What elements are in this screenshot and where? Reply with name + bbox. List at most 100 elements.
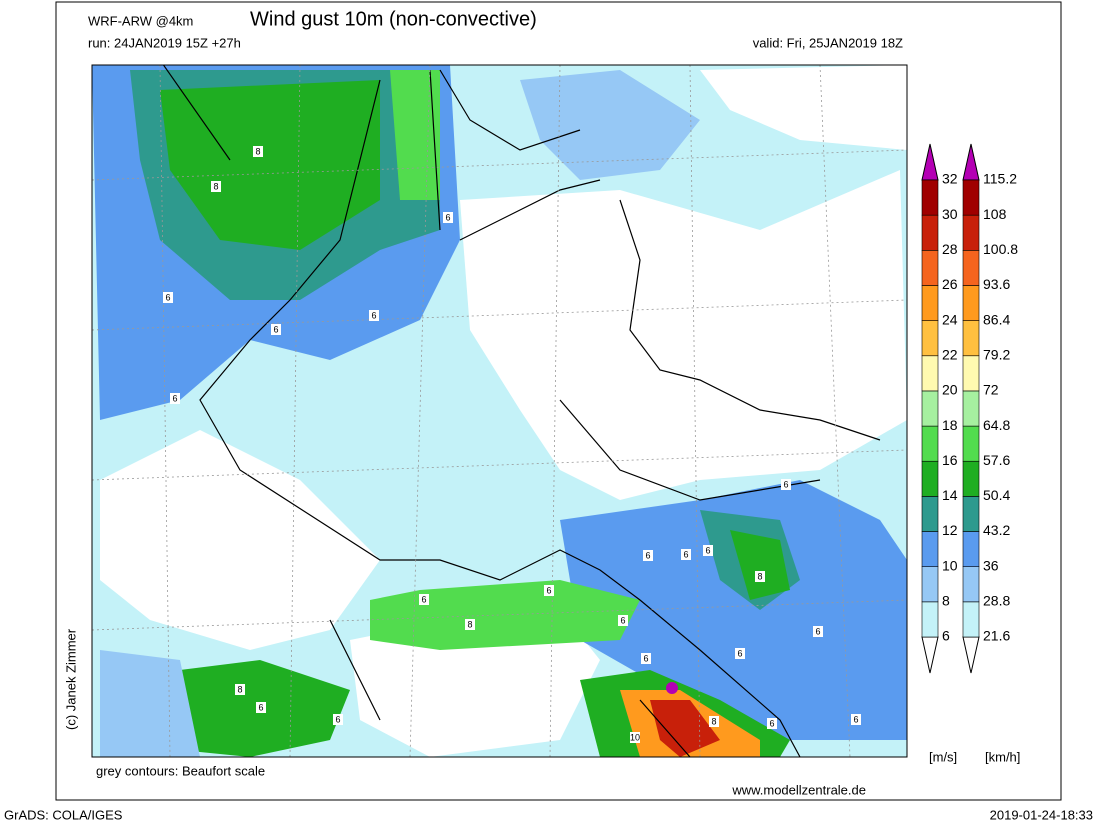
contour-label: 6 <box>273 324 278 334</box>
colorbar-bin <box>921 601 939 638</box>
run-label: run: 24JAN2019 15Z +27h <box>88 35 241 50</box>
contour-label: 6 <box>683 549 688 559</box>
colorbar-label: 12 <box>942 522 958 538</box>
valid-label: valid: Fri, 25JAN2019 18Z <box>753 35 903 50</box>
colorbar-bin <box>921 214 939 251</box>
contour-label-box <box>170 393 180 404</box>
contour-label-box <box>767 718 777 729</box>
colorbar-bin <box>921 355 939 392</box>
contour-label: 6 <box>769 718 774 728</box>
colorbar-bin <box>962 496 980 532</box>
contour-label: 8 <box>757 571 762 581</box>
colorbar-bin <box>962 566 980 603</box>
colorbar-bin <box>962 531 980 567</box>
contour-label: 6 <box>853 714 858 724</box>
colorbar-bin <box>962 179 980 216</box>
colorbar-bin <box>962 390 980 427</box>
colorbar-bin <box>921 531 939 567</box>
colorbar-bin <box>962 250 980 286</box>
contour-label: 8 <box>213 181 218 191</box>
contour-label: 6 <box>783 479 788 489</box>
contour-label: 8 <box>467 619 472 629</box>
colorbar-label: 32 <box>942 171 958 187</box>
colorbar-bin <box>962 285 980 321</box>
colorbar-label: 8 <box>942 593 950 609</box>
map-field: 8 8 6 6 6 6 6 6 6 6 6 8 6 6 8 6 6 6 6 8 6 6 8 10 6 6 <box>92 65 907 757</box>
colorbar-label: 93.6 <box>983 276 1010 292</box>
colorbar-bin <box>921 179 939 216</box>
map-title: Wind gust 10m (non-convective) <box>250 8 537 30</box>
contour-label-box <box>544 585 554 596</box>
colorbar-bin <box>921 425 939 462</box>
colorbar-label: 16 <box>942 452 958 468</box>
contour-label-box <box>618 615 628 626</box>
contour-label: 8 <box>255 146 260 156</box>
contour-label-box <box>419 594 429 605</box>
colorbar-bin <box>962 601 980 638</box>
contour-label: 8 <box>711 716 716 726</box>
colorbar-bin <box>962 320 980 357</box>
contour-label: 6 <box>643 653 648 663</box>
colorbar-label: 115.2 <box>983 171 1017 187</box>
contour-label: 8 <box>237 684 242 694</box>
contour-label-box <box>709 716 719 727</box>
colorbar-label: 100.8 <box>983 241 1018 257</box>
model-label: WRF-ARW @4km <box>88 13 193 28</box>
colorbar-label: 14 <box>942 487 958 503</box>
colorbar-label: 108 <box>983 206 1007 222</box>
colorbar-label: 21.6 <box>983 628 1010 644</box>
colorbar-label: 50.4 <box>983 487 1010 503</box>
colorbar-bin <box>921 320 939 357</box>
contour-label-box <box>781 479 791 490</box>
contour-label: 6 <box>335 714 340 724</box>
contour-label: 6 <box>371 310 376 320</box>
contour-label-box <box>369 310 379 321</box>
colorbar-label: 79.2 <box>983 346 1010 362</box>
colorbar-label: 28.8 <box>983 593 1010 609</box>
timestamp: 2019-01-24-18:33 <box>990 807 1093 822</box>
colorbar-label: 18 <box>942 417 958 433</box>
page-frame <box>55 1 1062 801</box>
colorbar-label: 72 <box>983 382 999 398</box>
colorbar-bin <box>962 460 980 497</box>
colorbar-label: 6 <box>942 628 950 644</box>
contour-label-box <box>256 702 266 713</box>
colorbar-label: 28 <box>942 241 958 257</box>
colorbar-label: 26 <box>942 276 958 292</box>
contour-label: 6 <box>445 212 450 222</box>
software: GrADS: COLA/IGES <box>4 807 123 822</box>
colorbar-bin <box>921 460 939 497</box>
colorbar-above <box>921 143 939 181</box>
contour-label-box <box>643 550 653 561</box>
contour-label-box <box>465 619 475 630</box>
contour-label-box <box>703 545 713 556</box>
contour-label-box <box>253 146 263 157</box>
colorbar-label: 30 <box>942 206 958 222</box>
colorbar-label: 43.2 <box>983 522 1010 538</box>
colorbar-bin <box>921 250 939 286</box>
unit-kmh: [km/h] <box>985 749 1020 764</box>
colorbar-label: 24 <box>942 311 958 327</box>
contour-label: 6 <box>421 594 426 604</box>
colorbar-bin <box>921 496 939 532</box>
map-frame <box>91 64 908 758</box>
credit: (c) Janek Zimmer <box>63 628 78 730</box>
colorbar-bin <box>921 566 939 603</box>
contour-label-box <box>211 181 221 192</box>
colorbar-label: 20 <box>942 382 958 398</box>
beaufort-note: grey contours: Beaufort scale <box>96 763 265 778</box>
contour-label: 6 <box>705 545 710 555</box>
contour-label: 6 <box>546 585 551 595</box>
contour-label-box <box>333 714 343 725</box>
website: www.modellzentrale.de <box>731 782 866 797</box>
contour-label: 6 <box>258 702 263 712</box>
contour-label-box <box>851 714 861 725</box>
contour-labels: 8 8 6 6 6 6 6 6 6 6 6 8 6 6 8 6 6 6 6 8 6 6 8 10 6 6 <box>163 146 861 743</box>
colorbar-bin <box>921 285 939 321</box>
contour-label: 10 <box>630 732 640 742</box>
colorbar: 6 8 10 12 14 16 18 20 22 24 26 28 30 32 21.6 28.8 36 43.2… <box>921 143 1018 674</box>
contour-label: 6 <box>645 550 650 560</box>
colorbar-label: 22 <box>942 346 958 362</box>
colorbar-label: 10 <box>942 557 958 573</box>
